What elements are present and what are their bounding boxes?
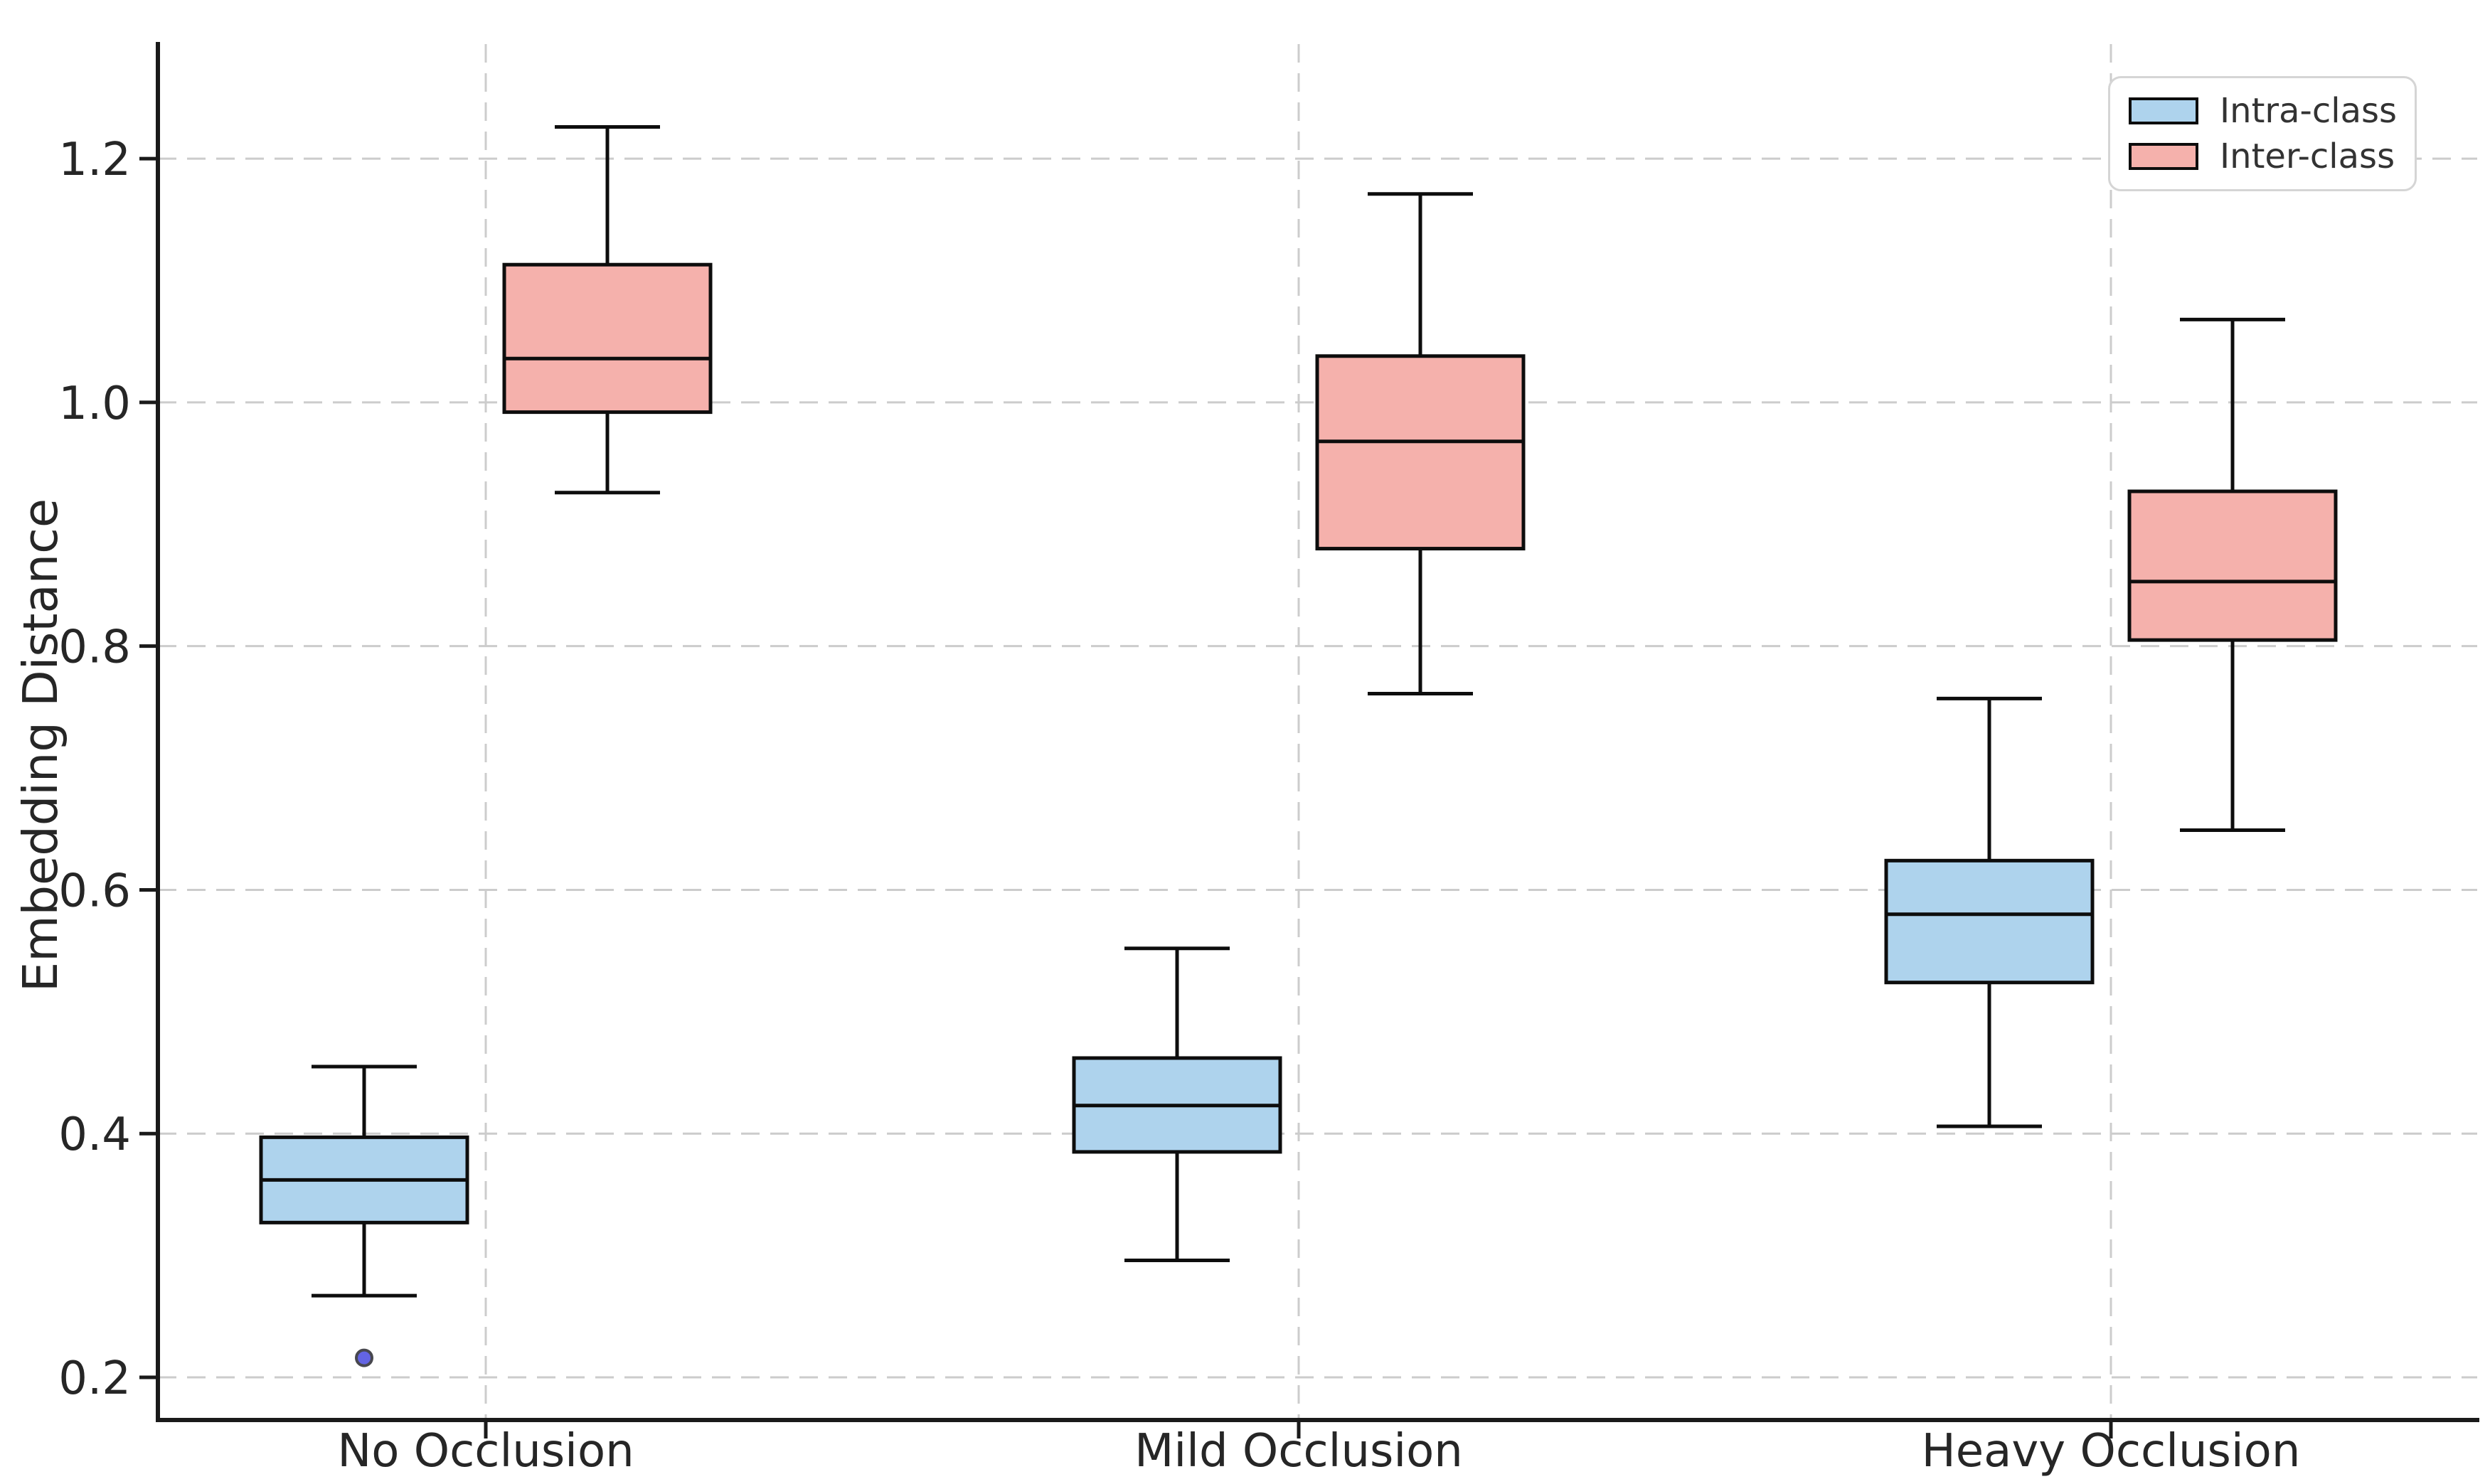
legend-label-intra-class: Intra-class bbox=[2220, 91, 2398, 131]
y-axis-title: Embedding Distance bbox=[13, 498, 68, 993]
y-tick-label: 0.6 bbox=[58, 865, 131, 917]
box-intra-class bbox=[1884, 858, 2095, 985]
box-inter-class bbox=[1315, 354, 1526, 551]
y-tick-label: 1.2 bbox=[58, 134, 131, 186]
legend-label-inter-class: Inter-class bbox=[2220, 137, 2395, 176]
intra-class-swatch-icon bbox=[2129, 97, 2198, 124]
legend-item-intra-class: Intra-class bbox=[2129, 94, 2415, 128]
x-category-label: Mild Occlusion bbox=[1134, 1425, 1463, 1478]
inter-class-swatch-icon bbox=[2129, 143, 2198, 170]
x-category-label: No Occlusion bbox=[337, 1425, 634, 1478]
y-tick-label: 0.2 bbox=[58, 1352, 131, 1405]
y-tick-label: 0.8 bbox=[58, 621, 131, 674]
legend-item-inter-class: Inter-class bbox=[2129, 139, 2415, 174]
legend: Intra-class Inter-class bbox=[2108, 76, 2417, 191]
x-category-label: Heavy Occlusion bbox=[1922, 1425, 2301, 1478]
y-tick-label: 0.4 bbox=[58, 1109, 131, 1161]
y-tick-label: 1.0 bbox=[58, 378, 131, 430]
box-inter-class bbox=[502, 262, 713, 415]
outlier-point bbox=[355, 1348, 373, 1367]
box-inter-class bbox=[2127, 489, 2338, 642]
